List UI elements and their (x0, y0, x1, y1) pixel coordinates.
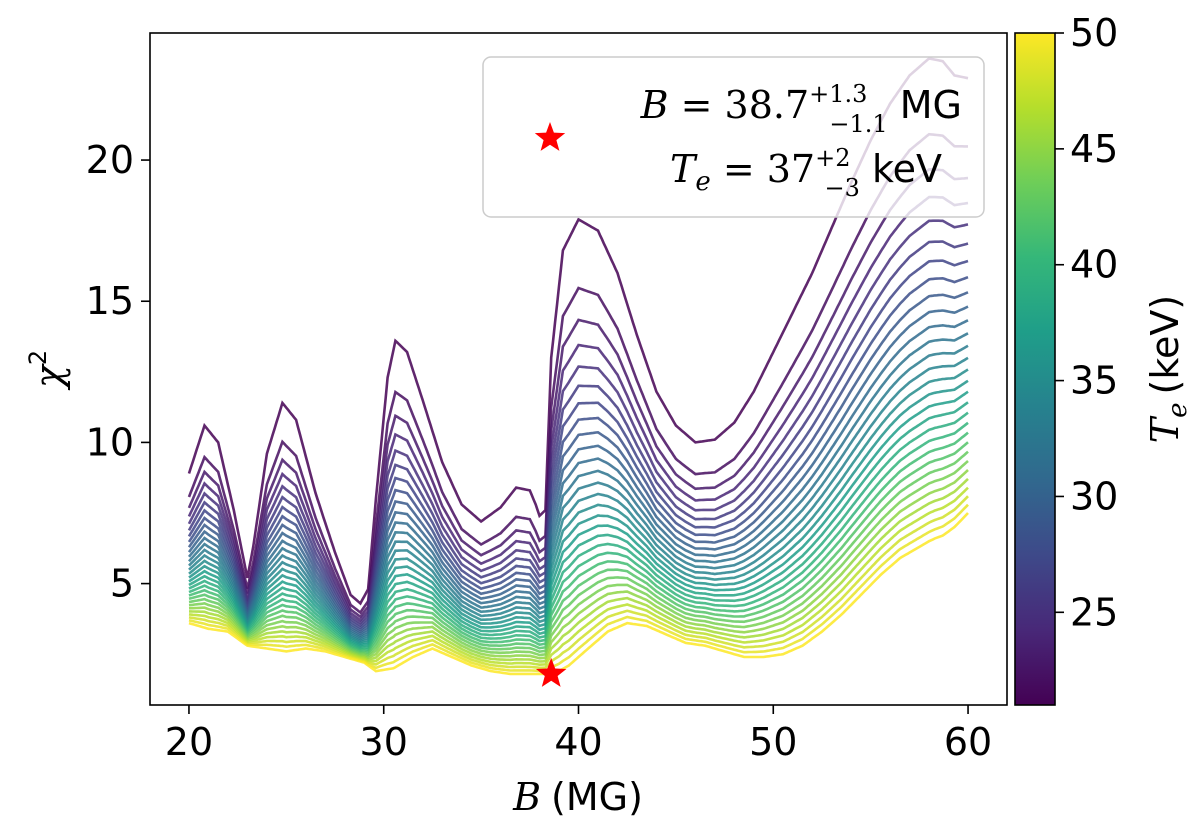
chi2-curve-te-48 (188, 495, 969, 670)
chi2-curve-te-34 (188, 356, 969, 643)
chi2-curve-te-41 (188, 431, 969, 653)
y-axis-label-sup: 2 (24, 350, 52, 365)
colorbar-label-unit: (keV) (1143, 295, 1187, 395)
colorbar-label: Te (keV) (1143, 295, 1193, 443)
legend-te-var: T (670, 147, 698, 191)
chi2-curve-te-39 (188, 411, 969, 650)
legend-te-unit: keV (860, 147, 942, 191)
x-axis-label-var: B (512, 775, 541, 819)
y-tick-label: 5 (110, 562, 134, 606)
chi2-curve-te-27 (187, 259, 969, 630)
chi2-curve-te-22 (187, 132, 968, 615)
colorbar-ticks: 25 30 35 40 45 50 (1055, 11, 1118, 634)
chi2-curve-te-38 (188, 401, 969, 649)
colorbar-tick-label: 40 (1070, 243, 1118, 287)
chi2-curve-te-37 (188, 390, 969, 647)
chi2-curve-te-46 (189, 477, 969, 663)
x-tick-label: 30 (360, 720, 408, 764)
chi2-curve-te-40 (188, 421, 969, 652)
x-axis-label: B (MG) (512, 775, 643, 819)
legend: B = 38.7+1.3 −1.1 MG Te = 37+2 −3 keV (482, 56, 985, 218)
y-axis-ticks: 5 10 15 20 (86, 138, 150, 606)
chi2-curve-te-29 (187, 291, 969, 634)
colorbar-label-var: T (1143, 415, 1187, 443)
chi2-curve-te-26 (187, 240, 969, 628)
colorbar (1014, 32, 1056, 706)
legend-te-sup: +2 (815, 144, 850, 172)
x-axis-ticks: 20 30 40 50 60 (165, 705, 992, 764)
colorbar-tick-label: 50 (1070, 11, 1118, 55)
colorbar-tick-label: 25 (1070, 590, 1118, 634)
chi2-curves (187, 56, 969, 676)
chi2-curve-te-49 (188, 503, 969, 673)
legend-b-sup: +1.3 (809, 80, 867, 108)
x-axis-label-unit: (MG) (551, 775, 643, 819)
y-tick-label: 20 (86, 138, 134, 182)
y-tick-label: 10 (86, 420, 134, 464)
legend-line-b: B = 38.7+1.3 −1.1 MG (640, 80, 962, 138)
y-axis-label-var: χ (27, 363, 71, 391)
chi2-curve-te-28 (187, 275, 969, 632)
y-tick-label: 15 (86, 279, 134, 323)
legend-b-eq: = 38.7 (669, 83, 810, 127)
x-tick-label: 20 (165, 720, 213, 764)
chi2-curve-te-30 (187, 305, 969, 636)
chi2-curve-te-47 (188, 486, 969, 667)
legend-te-eq: = 37 (711, 147, 815, 191)
colorbar-tick-label: 35 (1070, 359, 1118, 403)
legend-line-te: Te = 37+2 −3 keV (670, 144, 942, 202)
chi2-curve-te-50 (188, 512, 969, 676)
x-tick-label: 60 (944, 720, 992, 764)
chi2-curve-te-24 (187, 195, 969, 622)
chi2-curve-te-43 (188, 450, 969, 657)
chi2-curve-te-44 (188, 460, 969, 658)
legend-b-var: B (640, 83, 669, 127)
x-tick-label: 40 (554, 720, 602, 764)
colorbar-tick-label: 45 (1070, 127, 1118, 171)
legend-star-icon (534, 122, 566, 151)
chi2-curve-te-31 (187, 319, 969, 638)
colorbar-tick-label: 30 (1070, 474, 1118, 518)
colorbar-label-sub: e (1163, 402, 1193, 417)
legend-b-sub: −1.1 (829, 110, 887, 138)
legend-te-sub: −3 (825, 174, 860, 202)
chi2-curve-te-45 (188, 469, 969, 660)
legend-b-unit: MG (888, 83, 962, 127)
x-tick-label: 50 (749, 720, 797, 764)
legend-te-sub-e: e (695, 167, 710, 197)
chi2-curve-te-32 (188, 332, 969, 639)
chi2-curve-te-23 (187, 167, 969, 619)
legend-box (482, 56, 985, 218)
chi2-curve-te-42 (188, 441, 969, 655)
chi2-curve-te-25 (187, 219, 969, 625)
chi2-curve-te-35 (188, 368, 969, 644)
best-fit-star-marker (536, 657, 567, 687)
y-axis-label: χ2 (24, 350, 71, 391)
chi2-curve-te-36 (188, 379, 969, 646)
chi2-curve-te-33 (188, 344, 969, 641)
